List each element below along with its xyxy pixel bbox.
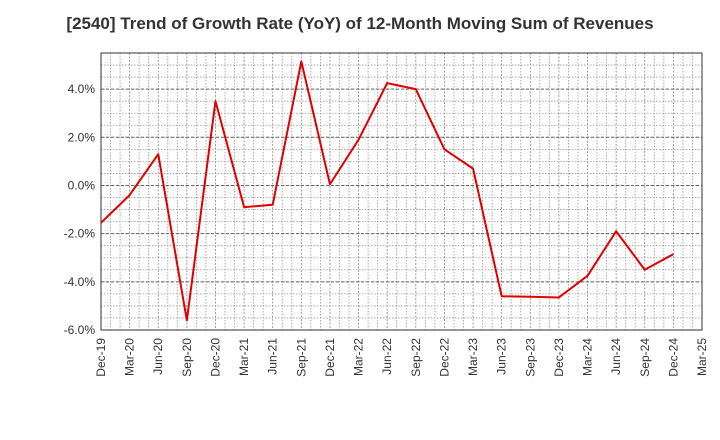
x-tick-label: Dec-22	[437, 338, 451, 377]
y-tick-label: -2.0%	[64, 227, 96, 241]
x-tick-label: Jun-23	[495, 338, 509, 375]
axis-layer	[100, 52, 703, 331]
y-tick-label: 4.0%	[68, 82, 96, 96]
y-tick-label: 2.0%	[68, 130, 96, 144]
label-layer: -6.0% -4.0% -2.0% 0.0% 2.0% 4.0% Dec-19 Mar-20 J…	[64, 82, 709, 377]
x-tick-label: Mar-24	[581, 338, 595, 376]
plot-border	[100, 52, 703, 331]
x-tick-label: Mar-20	[123, 338, 137, 376]
x-tick-label: Sep-24	[638, 338, 652, 377]
x-tick-label: Dec-19	[94, 338, 108, 377]
x-tick-label: Dec-20	[208, 338, 222, 377]
series-layer	[100, 60, 674, 322]
x-tick-label: Sep-23	[523, 338, 537, 377]
x-tick-label: Mar-21	[237, 338, 251, 376]
x-tick-label: Dec-23	[552, 338, 566, 377]
x-tick-label: Sep-22	[409, 338, 423, 377]
x-tick-label: Mar-22	[352, 338, 366, 376]
x-tick-label: Jun-20	[151, 338, 165, 375]
y-tick-label: -6.0%	[64, 323, 96, 337]
y-tick-label: -4.0%	[64, 275, 96, 289]
grid-layer	[100, 52, 703, 331]
x-tick-label: Sep-21	[294, 338, 308, 377]
y-tick-label: 0.0%	[68, 178, 96, 192]
x-tick-label: Sep-20	[180, 338, 194, 377]
x-tick-label: Jun-24	[609, 338, 623, 375]
x-tick-label: Mar-23	[466, 338, 480, 376]
x-tick-label: Jun-21	[266, 338, 280, 375]
plot-area	[101, 53, 702, 330]
x-tick-label: Dec-24	[666, 338, 680, 377]
chart-title: [2540] Trend of Growth Rate (YoY) of 12-…	[66, 14, 654, 33]
x-tick-label: Mar-25	[695, 338, 709, 376]
x-tick-label: Dec-21	[323, 338, 337, 377]
x-tick-label: Jun-22	[380, 338, 394, 375]
